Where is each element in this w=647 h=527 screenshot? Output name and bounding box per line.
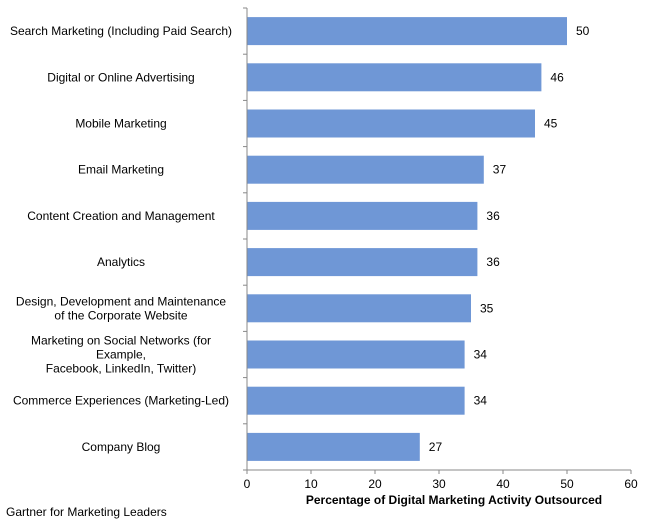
- bar: [247, 248, 478, 277]
- category-label: Design, Development and Maintenance of th…: [16, 294, 226, 322]
- bar: [247, 63, 542, 92]
- x-tick-label: 40: [496, 477, 510, 491]
- category-label: Content Creation and Management: [27, 209, 215, 223]
- data-label: 46: [550, 70, 564, 84]
- data-label: 36: [486, 255, 500, 269]
- bar: [247, 294, 471, 323]
- data-label: 35: [480, 301, 494, 315]
- category-label: Marketing on Social Networks (for Example…: [31, 334, 211, 376]
- data-label: 45: [544, 117, 558, 131]
- data-label: 34: [474, 394, 488, 408]
- bar: [247, 109, 535, 138]
- x-tick-label: 0: [244, 477, 251, 491]
- x-tick-label: 30: [432, 477, 446, 491]
- source-note: Gartner for Marketing Leaders: [6, 505, 167, 519]
- x-tick-label: 60: [624, 477, 638, 491]
- category-label: Company Blog: [82, 440, 161, 454]
- category-label: Analytics: [97, 255, 145, 269]
- data-label: 34: [474, 348, 488, 362]
- x-axis-title: Percentage of Digital Marketing Activity…: [306, 493, 602, 507]
- category-label: Email Marketing: [78, 163, 164, 177]
- category-label: Commerce Experiences (Marketing-Led): [13, 394, 229, 408]
- category-label: Digital or Online Advertising: [47, 70, 194, 84]
- category-label: Search Marketing (Including Paid Search): [10, 24, 232, 38]
- x-tick-label: 10: [304, 477, 318, 491]
- bar: [247, 155, 484, 184]
- bar: [247, 17, 567, 46]
- category-label: Mobile Marketing: [75, 117, 166, 131]
- x-tick-label: 50: [560, 477, 574, 491]
- bar: [247, 201, 478, 230]
- bar: [247, 432, 420, 461]
- data-label: 36: [486, 209, 500, 223]
- data-label: 27: [429, 440, 443, 454]
- x-tick-label: 20: [368, 477, 382, 491]
- bar: [247, 340, 465, 369]
- data-label: 37: [493, 163, 507, 177]
- bar: [247, 386, 465, 415]
- data-label: 50: [576, 24, 590, 38]
